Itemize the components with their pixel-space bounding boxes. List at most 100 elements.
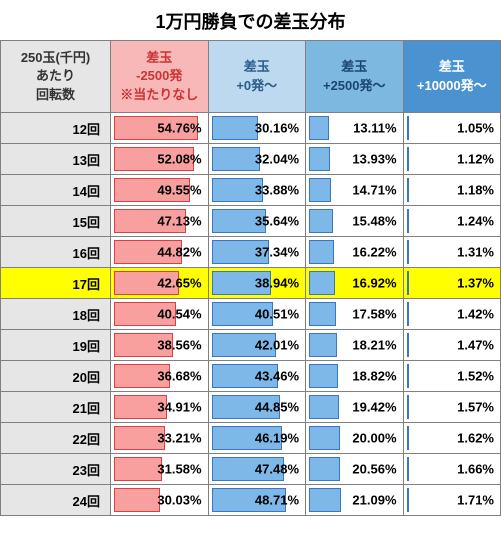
header-col-3: 差玉+10000発～ <box>403 41 501 113</box>
value-cell: 46.19% <box>208 423 306 454</box>
value-label: 47.13% <box>157 214 201 229</box>
value-label: 46.19% <box>255 431 299 446</box>
rotations-cell: 13回 <box>1 144 111 175</box>
bar-blue <box>309 333 337 357</box>
bar-blue <box>309 178 331 202</box>
value-label: 1.24% <box>457 214 494 229</box>
value-label: 18.82% <box>352 369 396 384</box>
value-label: 38.56% <box>157 338 201 353</box>
value-label: 14.71% <box>352 183 396 198</box>
value-cell: 20.56% <box>306 454 404 485</box>
value-cell: 18.21% <box>306 330 404 361</box>
value-label: 13.93% <box>352 152 396 167</box>
value-label: 33.88% <box>255 183 299 198</box>
value-cell: 1.62% <box>403 423 501 454</box>
value-cell: 16.92% <box>306 268 404 299</box>
value-cell: 17.58% <box>306 299 404 330</box>
value-cell: 30.03% <box>111 485 209 516</box>
value-label: 1.05% <box>457 121 494 136</box>
bar-blue <box>309 457 340 481</box>
bar-blue <box>407 457 410 481</box>
value-label: 30.03% <box>157 493 201 508</box>
value-cell: 1.57% <box>403 392 501 423</box>
chart-title: 1万円勝負での差玉分布 <box>0 0 501 40</box>
table-row: 24回30.03%48.71%21.09%1.71% <box>1 485 501 516</box>
header-col-0: 差玉-2500発※当たりなし <box>111 41 209 113</box>
bar-blue <box>212 147 261 171</box>
bar-blue <box>407 488 410 512</box>
table-row: 21回 34.91% 44.85% 19.42% 1.57% <box>1 392 501 423</box>
value-cell: 38.94% <box>208 268 306 299</box>
value-cell: 15.48% <box>306 206 404 237</box>
value-label: 36.68% <box>157 369 201 384</box>
value-label: 34.91% <box>157 400 201 415</box>
bar-blue <box>407 395 409 419</box>
value-label: 52.08% <box>157 152 201 167</box>
value-cell: 1.12% <box>403 144 501 175</box>
rotations-cell: 19回 <box>1 330 111 361</box>
bar-blue <box>407 147 409 171</box>
value-label: 44.85% <box>255 400 299 415</box>
value-cell: 44.82% <box>111 237 209 268</box>
value-cell: 1.47% <box>403 330 501 361</box>
bar-red <box>114 488 160 512</box>
bar-blue <box>309 240 334 264</box>
value-cell: 37.34% <box>208 237 306 268</box>
table-row: 20回36.68%43.46%18.82%1.52% <box>1 361 501 392</box>
value-label: 1.12% <box>457 152 494 167</box>
value-label: 1.57% <box>457 400 494 415</box>
value-cell: 47.48% <box>208 454 306 485</box>
bar-blue <box>407 209 409 233</box>
value-cell: 42.01% <box>208 330 306 361</box>
value-cell: 19.42% <box>306 392 404 423</box>
value-label: 18.21% <box>352 338 396 353</box>
value-cell: 33.21% <box>111 423 209 454</box>
value-label: 1.66% <box>457 462 494 477</box>
value-cell: 1.42% <box>403 299 501 330</box>
value-cell: 47.13% <box>111 206 209 237</box>
value-cell: 1.24% <box>403 206 501 237</box>
value-label: 49.55% <box>157 183 201 198</box>
rotations-cell: 14回 <box>1 175 111 206</box>
value-label: 1.71% <box>457 493 494 508</box>
table-row: 14回49.55%33.88%14.71%1.18% <box>1 175 501 206</box>
value-label: 37.34% <box>255 245 299 260</box>
value-label: 17.58% <box>352 307 396 322</box>
value-cell: 54.76% <box>111 113 209 144</box>
value-label: 16.22% <box>352 245 396 260</box>
value-cell: 18.82% <box>306 361 404 392</box>
rotations-cell: 23回 <box>1 454 111 485</box>
value-label: 47.48% <box>255 462 299 477</box>
value-cell: 52.08% <box>111 144 209 175</box>
value-label: 38.94% <box>255 276 299 291</box>
rotations-cell: 16回 <box>1 237 111 268</box>
value-cell: 36.68% <box>111 361 209 392</box>
value-cell: 32.04% <box>208 144 306 175</box>
value-label: 20.00% <box>352 431 396 446</box>
bar-blue <box>309 426 340 450</box>
header-col-2: 差玉+2500発～ <box>306 41 404 113</box>
value-label: 31.58% <box>157 462 201 477</box>
value-cell: 40.51% <box>208 299 306 330</box>
value-label: 19.42% <box>352 400 396 415</box>
value-label: 54.76% <box>157 121 201 136</box>
value-label: 43.46% <box>255 369 299 384</box>
table-row: 19回 38.56% 42.01% 18.21% 1.47% <box>1 330 501 361</box>
value-label: 44.82% <box>157 245 201 260</box>
rotations-cell: 15回 <box>1 206 111 237</box>
bar-blue <box>309 147 330 171</box>
bar-red <box>114 457 162 481</box>
value-label: 1.37% <box>457 276 494 291</box>
value-label: 20.56% <box>352 462 396 477</box>
value-cell: 35.64% <box>208 206 306 237</box>
header-col-1: 差玉+0発～ <box>208 41 306 113</box>
rotations-cell: 21回 <box>1 392 111 423</box>
bar-blue <box>309 302 336 326</box>
table-row: 17回42.65%38.94%16.92%1.37% <box>1 268 501 299</box>
value-cell: 48.71% <box>208 485 306 516</box>
value-cell: 31.58% <box>111 454 209 485</box>
value-cell: 13.93% <box>306 144 404 175</box>
value-cell: 1.66% <box>403 454 501 485</box>
value-label: 1.47% <box>457 338 494 353</box>
table-row: 23回 31.58% 47.48% 20.56% 1.66% <box>1 454 501 485</box>
